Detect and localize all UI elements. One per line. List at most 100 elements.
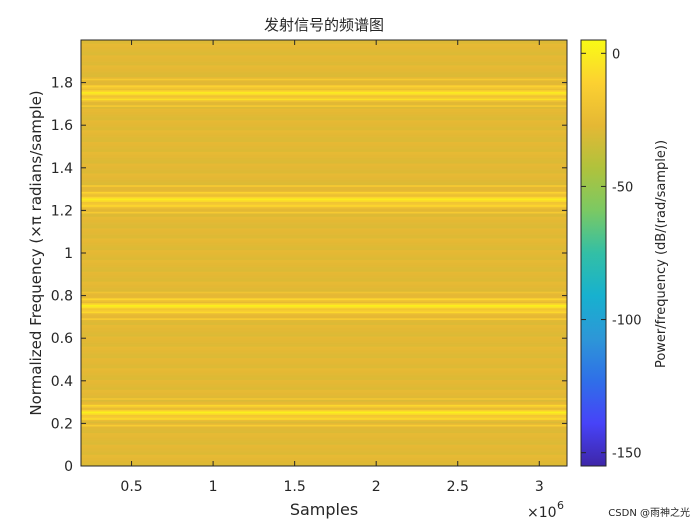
spectrogram-bin <box>81 159 567 162</box>
spectrogram-bin <box>81 406 567 409</box>
colorbar <box>580 39 607 467</box>
spectrogram-bin <box>81 253 567 256</box>
spectrogram-bin <box>81 372 567 375</box>
spectrogram-bin <box>81 351 567 354</box>
y-tick-label: 0.2 <box>51 416 73 432</box>
spectrogram-bin <box>81 306 567 309</box>
spectrogram-bin <box>81 108 567 111</box>
chart-title: 发射信号的频谱图 <box>264 16 384 34</box>
spectrogram-bin <box>81 81 567 84</box>
watermark: CSDN @雨神之光 <box>608 506 690 519</box>
spectrogram-bin <box>81 394 567 397</box>
spectrogram-bin <box>81 88 567 91</box>
spectrogram-bin <box>81 198 567 201</box>
spectrogram-bin <box>81 56 567 59</box>
spectrogram-bin <box>81 66 567 69</box>
spectrogram-bin <box>81 243 567 246</box>
spectrogram-bin <box>81 294 567 297</box>
spectrogram-bin <box>81 206 567 209</box>
spectrogram-bin <box>81 414 567 417</box>
spectrogram-bin <box>81 49 567 53</box>
spectrogram-bin <box>81 244 567 247</box>
spectrogram-bin <box>81 307 567 310</box>
spectrogram-bin <box>81 139 567 142</box>
spectrogram-bin <box>81 123 567 126</box>
spectrogram-bin <box>81 389 567 392</box>
y-tick-label: 0.6 <box>51 331 73 347</box>
colorbar-tick-label: -100 <box>612 314 642 329</box>
spectrogram-bin <box>81 384 567 387</box>
spectrogram-bin <box>81 464 567 466</box>
spectrogram-bin <box>81 412 567 415</box>
x-tick-label: 0.5 <box>120 479 142 495</box>
spectrogram-bin <box>81 129 567 132</box>
spectrogram-bin <box>81 376 567 379</box>
spectrogram-bin <box>81 454 567 457</box>
spectrogram-bin <box>81 219 567 222</box>
y-tick-label: 0 <box>64 459 73 475</box>
spectrogram-bin <box>81 444 567 447</box>
spectrogram-bin <box>81 397 567 400</box>
spectrogram-bin <box>81 254 567 257</box>
spectrogram-bin <box>81 331 567 334</box>
y-tick-label: 0.4 <box>51 374 73 390</box>
spectrogram-bin <box>81 324 567 327</box>
spectrogram-bin <box>81 214 567 217</box>
spectrogram-bin <box>81 257 567 261</box>
spectrogram-bin <box>81 361 567 364</box>
spectrogram-bin <box>81 153 567 156</box>
spectrogram-bin <box>81 451 567 454</box>
spectrogram-bin <box>81 337 567 340</box>
spectrogram-bin <box>81 73 567 76</box>
spectrogram-bin <box>81 327 567 330</box>
spectrogram-bin <box>81 364 567 367</box>
y-tick-label: 1.4 <box>51 161 73 177</box>
spectrogram-bin <box>81 259 567 262</box>
y-tick-label: 1.8 <box>51 76 73 92</box>
spectrogram-bin <box>81 407 567 410</box>
spectrogram-bin <box>81 78 567 81</box>
x-tick-label: 3 <box>535 479 544 495</box>
spectrogram-bin <box>81 46 567 49</box>
spectrogram-bin <box>81 442 567 445</box>
x-tick-label: 2 <box>372 479 381 495</box>
spectrogram-bin <box>81 381 567 384</box>
spectrogram-bin <box>81 193 567 196</box>
spectrogram-bin <box>81 401 567 404</box>
y-tick-label: 1.6 <box>51 118 73 134</box>
spectrogram-bin <box>81 299 567 302</box>
spectrogram-bin <box>81 126 567 129</box>
spectrogram-bin <box>81 61 567 64</box>
spectrogram-bin <box>81 246 567 249</box>
spectrogram-bin <box>81 316 567 319</box>
spectrogram-bin <box>81 144 567 147</box>
spectrogram-bin <box>81 233 567 236</box>
spectrogram-bin <box>81 114 567 117</box>
spectrogram-bin <box>81 76 567 79</box>
spectrogram-bin <box>81 43 567 46</box>
spectrogram-bin <box>81 99 567 102</box>
spectrogram-bin <box>81 417 567 420</box>
spectrogram-bin <box>81 48 567 51</box>
spectrogram-bin <box>81 287 567 291</box>
spectrogram-bin <box>81 179 567 182</box>
spectrogram-bin <box>81 143 567 146</box>
x-tick-label: 2.5 <box>447 479 469 495</box>
spectrogram-bin <box>81 297 567 300</box>
x-axis-label: Samples <box>290 500 358 519</box>
spectrogram-bin <box>81 136 567 139</box>
spectrogram-bin <box>81 248 567 251</box>
spectrogram-bin <box>81 459 567 462</box>
spectrogram-bin <box>81 189 567 192</box>
spectrogram-bin <box>81 101 567 104</box>
spectrogram-bin <box>81 336 567 339</box>
spectrogram-bin <box>81 382 567 385</box>
y-axis-ticks: 0 0.2 0.4 0.6 0.8 1 1.2 1.4 1.6 1.8 <box>51 76 567 475</box>
spectrogram-bin <box>81 354 567 357</box>
x-axis-ticks: 0.5 1 1.5 2 2.5 3 <box>120 40 544 495</box>
spectrogram-bin <box>81 51 567 54</box>
spectrogram-bin <box>81 183 567 186</box>
colorbar-label: Power/frequency (dB/(rad/sample)) <box>654 140 669 368</box>
spectrogram-bin <box>81 427 567 430</box>
spectrogram-bin <box>81 68 567 71</box>
